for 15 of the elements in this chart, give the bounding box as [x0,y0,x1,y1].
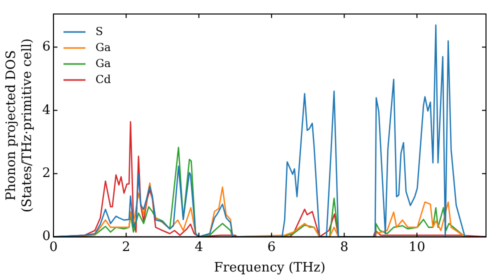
x-tick-label: 10 [408,240,426,255]
legend-label: Ga [95,40,112,54]
legend-label: Ga [95,56,112,70]
x-tick-label: 4 [194,240,203,255]
legend-label: Cd [95,72,111,86]
y-tick-label: 2 [42,166,50,181]
x-tick-label: 6 [267,240,276,255]
y-tick-label: 0 [42,229,50,244]
legend-label: S [95,24,104,38]
y-axis-title: Phonon projected DOS (States/THz·primitive cell) [4,38,35,212]
y-tick-label: 6 [42,40,50,55]
x-tick-label: 8 [340,240,348,255]
x-tick-label: 2 [122,240,130,255]
y-tick-label: 4 [42,102,50,118]
x-axis-title: Frequency (THz) [214,260,326,276]
